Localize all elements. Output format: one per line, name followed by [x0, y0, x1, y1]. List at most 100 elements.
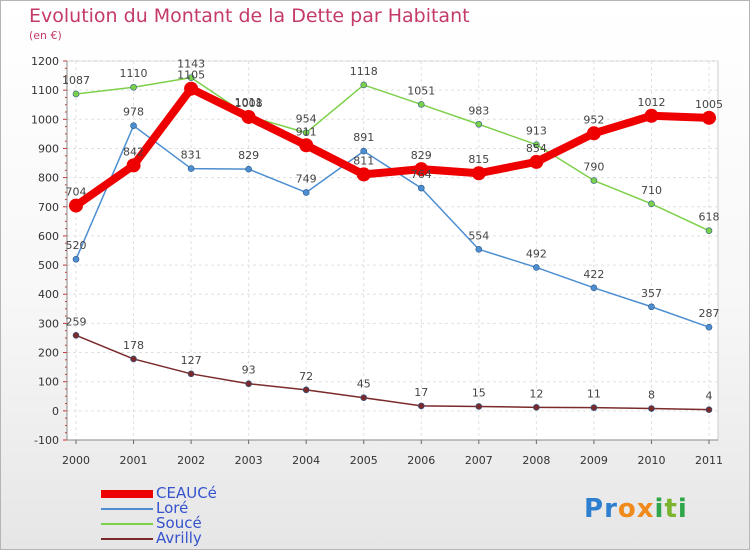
data-point — [475, 120, 483, 128]
data-point — [417, 184, 425, 192]
data-label: 1143 — [177, 58, 205, 71]
data-label: 357 — [641, 287, 662, 300]
data-point — [302, 129, 310, 137]
data-label: 913 — [526, 125, 547, 138]
data-label: 520 — [66, 239, 87, 252]
data-label: 12 — [529, 387, 543, 400]
data-point — [475, 246, 483, 253]
y-tick-label: 1100 — [31, 84, 59, 97]
data-label: 790 — [583, 161, 604, 174]
logo-letter: P — [584, 494, 605, 524]
x-tick-label: 2002 — [177, 454, 205, 467]
data-point — [648, 303, 655, 311]
y-tick-label: 0 — [52, 405, 59, 418]
data-label: 1005 — [695, 98, 723, 111]
data-label: 704 — [66, 186, 87, 199]
x-tick-label: 2009 — [580, 454, 608, 467]
x-tick-label: 2006 — [407, 454, 435, 467]
logo-letter: o — [617, 494, 637, 524]
data-label: 1087 — [62, 74, 90, 87]
data-label: 829 — [411, 149, 432, 162]
data-label: 72 — [299, 370, 313, 383]
data-label: 749 — [296, 172, 317, 185]
data-label: 1105 — [177, 69, 205, 82]
data-label: 11 — [587, 388, 601, 401]
data-point — [590, 177, 598, 184]
data-label: 4 — [706, 390, 713, 403]
x-tick-label: 2003 — [235, 454, 263, 467]
data-label: 842 — [123, 145, 144, 158]
data-point — [360, 81, 368, 89]
y-tick-label: -100 — [34, 434, 59, 447]
data-label: 554 — [468, 229, 489, 242]
data-label: 978 — [123, 106, 144, 119]
legend-label: Avrilly — [156, 529, 202, 547]
data-label: 1012 — [637, 96, 665, 109]
data-label: 983 — [468, 104, 489, 117]
data-label: 831 — [181, 149, 202, 162]
data-label: 492 — [526, 247, 547, 260]
data-point — [245, 165, 252, 173]
legend-item: Loré — [101, 501, 217, 516]
y-tick-label: 300 — [38, 317, 59, 330]
data-point — [533, 404, 540, 411]
data-point — [245, 380, 252, 388]
y-tick-label: 800 — [38, 172, 59, 185]
data-point — [360, 147, 368, 155]
legend-item: Avrilly — [101, 531, 217, 546]
data-label: 127 — [181, 354, 202, 367]
x-tick-label: 2010 — [637, 454, 665, 467]
data-point — [590, 404, 598, 411]
x-tick-label: 2005 — [350, 454, 378, 467]
data-point — [533, 141, 540, 148]
data-label: 618 — [699, 211, 720, 224]
data-label: 45 — [357, 378, 371, 391]
data-point — [417, 402, 425, 410]
data-point — [705, 406, 713, 413]
data-point — [299, 138, 314, 153]
series-line-CEAUCé — [72, 84, 713, 210]
data-point — [586, 126, 601, 141]
data-point — [414, 162, 429, 177]
legend-item: Soucé — [101, 516, 217, 531]
data-label: 815 — [468, 153, 489, 166]
legend: CEAUCé Loré Soucé Avrilly — [101, 486, 217, 546]
legend-label: Soucé — [156, 514, 202, 532]
data-point — [648, 200, 655, 208]
data-point — [69, 198, 83, 213]
data-label: 952 — [583, 113, 604, 126]
data-label: 93 — [242, 364, 256, 377]
x-tick-label: 2008 — [522, 454, 550, 467]
series-line-Avrilly — [75, 334, 710, 411]
legend-item: CEAUCé — [101, 486, 217, 501]
data-label: 710 — [641, 184, 662, 197]
y-tick-label: 100 — [38, 376, 59, 389]
proxiti-logo: Proxiti — [584, 494, 688, 524]
series-line-Soucé — [75, 76, 710, 232]
y-tick-label: 500 — [38, 259, 59, 272]
data-point — [302, 189, 310, 196]
data-point — [705, 227, 713, 234]
data-label: 422 — [583, 268, 604, 281]
data-label: 891 — [353, 131, 374, 144]
data-point — [529, 154, 544, 169]
data-label: 1051 — [407, 84, 435, 97]
legend-swatch — [101, 489, 153, 498]
logo-letter: r — [604, 494, 618, 524]
y-tick-label: 200 — [38, 347, 59, 360]
data-label: 811 — [353, 154, 374, 167]
data-label: 1011 — [235, 96, 263, 109]
data-point — [72, 332, 80, 339]
y-tick-label: 700 — [38, 201, 59, 214]
legend-label: Loré — [156, 499, 189, 517]
data-label: 15 — [472, 386, 486, 399]
data-label: 178 — [123, 339, 144, 352]
data-point — [702, 110, 716, 125]
logo-letter: i — [677, 494, 688, 524]
x-tick-label: 2001 — [120, 454, 148, 467]
y-tick-label: 600 — [38, 230, 59, 243]
legend-label: CEAUCé — [156, 484, 217, 502]
x-tick-label: 2007 — [465, 454, 493, 467]
